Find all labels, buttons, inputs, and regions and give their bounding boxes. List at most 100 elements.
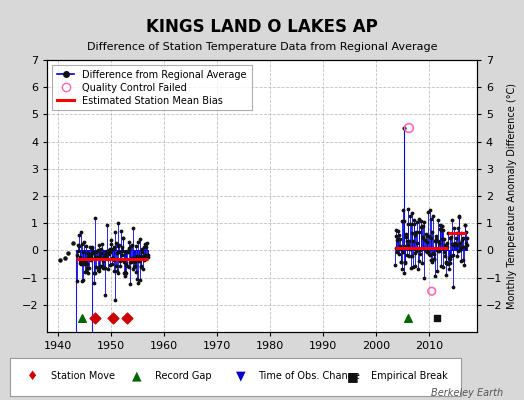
Point [422,248,430,254]
Point [433,315,441,322]
Point [460,244,468,250]
Point [114,243,123,250]
Point [440,249,448,256]
Point [124,264,133,270]
Point [405,253,413,260]
Point [79,249,88,255]
Point [132,242,140,249]
Point [107,237,115,243]
Text: ■: ■ [347,370,359,383]
Point [443,244,452,250]
Point [415,228,423,235]
Point [419,223,428,229]
Point [143,240,151,246]
Point [438,223,446,229]
Point [64,250,72,256]
Point [404,220,412,227]
Point [414,244,422,251]
Point [458,244,466,250]
Point [99,258,107,264]
Point [102,252,110,258]
Point [116,263,124,269]
Point [129,266,138,272]
Point [461,222,470,228]
Point [144,252,152,258]
Point [143,253,151,259]
Point [430,256,438,262]
Legend: Difference from Regional Average, Quality Control Failed, Estimated Station Mean: Difference from Regional Average, Qualit… [52,65,252,110]
Point [450,225,458,232]
Point [125,239,133,246]
Point [424,248,432,254]
Point [128,224,137,231]
Point [121,268,129,275]
Point [441,242,449,248]
Text: Empirical Break: Empirical Break [371,371,447,381]
Point [105,247,113,253]
Point [434,238,443,244]
Point [135,255,144,261]
Point [101,292,109,298]
Point [405,125,413,131]
Point [463,242,472,249]
Point [408,209,417,216]
Point [82,249,91,256]
Point [140,241,149,247]
Point [454,224,463,231]
Point [456,230,465,236]
Point [89,250,97,256]
Point [392,227,401,233]
Point [400,218,409,224]
Point [73,278,82,284]
Point [75,257,84,263]
Point [91,214,99,221]
Point [416,251,424,257]
Point [423,239,431,245]
Point [133,255,141,262]
Point [437,227,445,233]
Point [433,247,441,253]
Point [456,239,464,246]
Point [411,232,420,238]
Point [94,265,103,271]
Point [75,232,83,239]
Point [76,260,84,266]
Point [462,229,470,235]
Point [86,257,95,264]
Text: ♦: ♦ [27,370,39,383]
Point [108,260,116,267]
Point [80,239,88,246]
Point [404,206,412,212]
Point [117,257,125,264]
Point [396,243,404,249]
Point [73,248,82,254]
Point [428,288,436,294]
Point [409,238,418,244]
Point [125,244,134,251]
Point [141,252,149,258]
Point [103,222,111,228]
Point [127,242,136,249]
Point [136,236,144,242]
Point [432,268,441,274]
Point [144,254,152,260]
Point [137,262,145,269]
Point [417,224,425,230]
Point [432,236,440,242]
Point [107,255,116,261]
Point [442,272,451,278]
Point [421,237,429,244]
Point [138,266,147,272]
Point [91,254,100,260]
Point [394,228,402,234]
Point [399,207,407,214]
Point [402,238,411,245]
Point [74,243,83,249]
Point [427,235,435,242]
Point [85,251,94,258]
Point [102,254,111,261]
Point [130,259,139,266]
Point [108,246,117,252]
Point [449,252,457,258]
Point [441,253,449,260]
